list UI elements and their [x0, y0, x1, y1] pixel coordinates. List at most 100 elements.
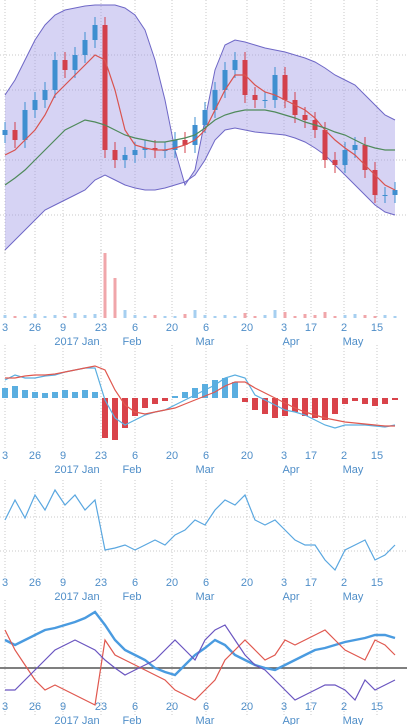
histogram-bar [202, 384, 208, 398]
candle-body [92, 25, 98, 40]
candle-body [112, 150, 118, 160]
histogram-bar [322, 398, 328, 420]
histogram-bar [142, 398, 148, 408]
x-tick-label: 20 [166, 322, 178, 334]
histogram-bar [192, 388, 198, 398]
histogram-bar [392, 398, 398, 400]
histogram-bar [212, 380, 218, 398]
histogram-bar [222, 378, 228, 398]
histogram-bar [312, 398, 318, 418]
volume-bar [343, 315, 347, 318]
x-tick-label: 3 [2, 577, 8, 589]
volume-bar [373, 316, 377, 318]
x-tick-label: 3 [281, 450, 287, 462]
x-tick-label: 15 [371, 701, 383, 713]
candle-body [82, 40, 88, 55]
price-grid [0, 54, 407, 552]
histogram-bar [252, 398, 258, 410]
x-tick-label: 23 [95, 577, 107, 589]
volume-bar [363, 315, 367, 318]
histogram-bar [382, 398, 388, 404]
x-tick-label: 20 [241, 577, 253, 589]
volume-bar [73, 313, 77, 318]
volume-bar [3, 315, 7, 318]
x-tick-label: 20 [241, 701, 253, 713]
volume-bar [203, 315, 207, 318]
volume-bar [93, 314, 97, 318]
x-tick-label: 20 [166, 701, 178, 713]
month-label: Mar [196, 591, 215, 603]
x-tick-label: 9 [60, 450, 66, 462]
candle-body [362, 145, 368, 170]
histogram-bar [22, 390, 28, 398]
histogram-bar [2, 388, 8, 398]
candle-body [252, 95, 258, 100]
volume-bar [193, 310, 197, 318]
x-tick-label: 17 [305, 322, 317, 334]
x-tick-label: 20 [166, 450, 178, 462]
histogram-bar [242, 398, 248, 402]
volume-bar [123, 310, 127, 318]
volume-bar [213, 316, 217, 318]
x-tick-label: 23 [95, 322, 107, 334]
candle-body [182, 140, 188, 145]
candle-body [322, 130, 328, 160]
moving-average [4, 54, 396, 191]
x-tick-label: 3 [2, 701, 8, 713]
x-tick-label: 17 [305, 450, 317, 462]
x-tick-label: 26 [29, 450, 41, 462]
volume-bar [23, 316, 27, 318]
histogram-bar [102, 398, 108, 438]
x-tick-label: 26 [29, 701, 41, 713]
volume-bar [173, 316, 177, 318]
candle-body [222, 70, 228, 90]
x-tick-label: 20 [241, 450, 253, 462]
x-tick-label: 3 [281, 701, 287, 713]
histogram-bar [72, 392, 78, 398]
volume-bar [233, 316, 237, 318]
candle-body [272, 75, 278, 100]
candle-body [2, 130, 8, 135]
volume-bar [113, 278, 117, 318]
candle-body [62, 60, 68, 70]
histogram-bar [162, 398, 168, 401]
histogram-bar [342, 398, 348, 404]
indicator-line [4, 610, 396, 677]
month-label: May [343, 336, 364, 348]
histogram-bar [282, 398, 288, 416]
volume-bar [353, 314, 357, 318]
x-tick-label: 3 [281, 322, 287, 334]
volume-bar [323, 312, 327, 318]
histogram-bar [62, 390, 68, 398]
month-label: Apr [282, 336, 299, 348]
month-label: 2017 Jan [54, 715, 99, 725]
month-label: Apr [282, 464, 299, 476]
x-tick-label: 17 [305, 701, 317, 713]
volume-bar [253, 316, 257, 318]
month-label: Feb [123, 591, 142, 603]
volume-bar [153, 315, 157, 318]
month-label: Apr [282, 715, 299, 725]
volume-bar [103, 253, 107, 318]
volume-bar [283, 312, 287, 318]
histogram-bar [272, 398, 278, 418]
indicator-line [4, 488, 396, 572]
x-tick-label: 15 [371, 577, 383, 589]
candle-body [262, 100, 268, 101]
x-tick-label: 23 [95, 701, 107, 713]
x-tick-label: 6 [132, 701, 138, 713]
x-tick-label: 9 [60, 322, 66, 334]
candle-body [12, 130, 18, 140]
month-label: 2017 Jan [54, 464, 99, 476]
indicator-line [5, 624, 396, 702]
candle-body [172, 140, 178, 150]
histogram-bar [122, 398, 128, 428]
x-tick-label: 3 [2, 322, 8, 334]
volume-bar [143, 316, 147, 318]
month-label: Feb [123, 336, 142, 348]
candle-body [32, 100, 38, 110]
histogram-bar [92, 392, 98, 398]
histogram-bar [42, 393, 48, 398]
